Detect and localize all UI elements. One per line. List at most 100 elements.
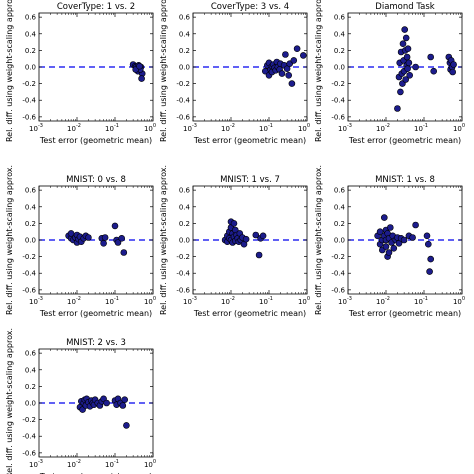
y-tick-label: 0.6 xyxy=(334,187,346,195)
data-point xyxy=(242,235,250,243)
data-point xyxy=(412,63,419,71)
y-tick-label: -0.6 xyxy=(22,286,36,294)
y-tick-label: 0.6 xyxy=(334,14,346,22)
data-point xyxy=(380,214,388,221)
x-tick-label: 10-2 xyxy=(67,123,81,133)
y-tick-label: -0.2 xyxy=(331,253,345,261)
panel-2: CoverType: 3 vs. 4 0.6 0.4 0.2 0.0 -0.2 -0.4 -0… xyxy=(159,0,310,145)
x-tick-label: 10-1 xyxy=(414,123,428,133)
panel-title: MNIST: 1 vs. 8 xyxy=(375,175,435,185)
data-point xyxy=(67,230,75,237)
y-tick-label: 0.0 xyxy=(179,237,190,245)
y-axis-label: Rel. diff. using weight-scaling approx. xyxy=(5,165,14,315)
data-point xyxy=(427,53,435,61)
x-tick-label: 100 xyxy=(453,296,465,306)
y-tick-label: -0.4 xyxy=(331,97,345,105)
data-point xyxy=(278,70,286,77)
data-point xyxy=(382,243,390,250)
data-point xyxy=(282,51,289,58)
panel-7: MNIST: 2 vs. 3 0.6 0.4 0.2 0.0 -0.2 -0.4 -0.6 10… xyxy=(5,328,156,474)
x-tick-label: 10-3 xyxy=(183,123,197,133)
y-tick-label: 0.2 xyxy=(25,220,36,228)
x-axis-label: Test error (geometric mean) xyxy=(39,136,152,145)
data-point xyxy=(412,221,419,229)
y-tick-label: -0.6 xyxy=(22,113,36,121)
x-tick-label: 10-2 xyxy=(67,459,81,469)
data-point xyxy=(119,402,127,409)
y-tick-label: -0.4 xyxy=(176,270,190,278)
x-axis-label: Test error (geometric mean) xyxy=(39,472,152,474)
data-point xyxy=(138,75,145,82)
y-tick-label: 0.4 xyxy=(334,30,346,38)
y-axis-label: Rel. diff. using weight-scaling approx. xyxy=(159,0,168,142)
data-point xyxy=(118,235,125,242)
y-tick-label: -0.2 xyxy=(22,416,36,424)
x-tick-label: 10-1 xyxy=(105,296,119,306)
data-point xyxy=(293,45,301,53)
x-axis-label: Test error (geometric mean) xyxy=(348,136,461,145)
x-tick-label: 10-3 xyxy=(29,459,43,469)
data-points xyxy=(221,218,267,259)
y-tick-label: -0.2 xyxy=(331,80,345,88)
y-tick-label: 0.6 xyxy=(25,14,37,22)
y-axis-label: Rel. diff. using weight-scaling approx. xyxy=(314,165,323,315)
panel-3: Diamond Task 0.6 0.4 0.2 0.0 -0.2 -0.4 -0.6 10-3… xyxy=(314,0,465,145)
x-tick-label: 10-1 xyxy=(414,296,428,306)
y-tick-label: -0.6 xyxy=(331,286,345,294)
y-tick-label: 0.0 xyxy=(334,237,345,245)
x-tick-label: 100 xyxy=(144,296,156,306)
data-point xyxy=(394,105,401,112)
panel-title: MNIST: 1 vs. 7 xyxy=(220,175,280,185)
panel-6: MNIST: 1 vs. 8 0.6 0.4 0.2 0.0 -0.2 -0.4 -0.6 10… xyxy=(314,165,465,318)
y-axis-label: Rel. diff. using weight-scaling approx. xyxy=(5,328,14,474)
y-tick-label: -0.6 xyxy=(331,113,345,121)
y-tick-label: 0.4 xyxy=(25,366,37,374)
y-tick-label: -0.2 xyxy=(22,253,36,261)
data-point xyxy=(409,234,416,241)
data-point xyxy=(450,61,457,68)
data-point xyxy=(406,72,414,79)
data-point xyxy=(397,88,404,96)
y-tick-label: -0.4 xyxy=(331,270,345,278)
x-tick-label: 10-1 xyxy=(105,123,119,133)
y-axis-label: Rel. diff. using weight-scaling approx. xyxy=(314,0,323,142)
panel-4: MNIST: 0 vs. 8 0.6 0.4 0.2 0.0 -0.2 -0.4 -0.6 10… xyxy=(5,165,156,318)
data-point xyxy=(123,422,130,429)
y-tick-label: 0.0 xyxy=(334,64,345,72)
x-tick-label: 10-3 xyxy=(29,123,43,133)
data-points xyxy=(65,222,128,256)
data-point xyxy=(252,231,260,239)
y-tick-label: 0.6 xyxy=(25,187,37,195)
axes-frame xyxy=(38,185,154,295)
data-point xyxy=(100,240,107,247)
data-point xyxy=(404,45,412,53)
data-point xyxy=(424,240,432,248)
data-point xyxy=(385,249,393,256)
data-point xyxy=(401,26,409,33)
data-point xyxy=(404,65,411,72)
y-tick-label: -0.4 xyxy=(22,97,36,105)
y-tick-label: -0.6 xyxy=(22,449,36,457)
y-tick-label: -0.2 xyxy=(176,80,190,88)
y-tick-label: -0.6 xyxy=(176,113,190,121)
data-point xyxy=(85,234,92,241)
y-tick-label: 0.0 xyxy=(25,237,36,245)
y-tick-label: 0.4 xyxy=(179,30,191,38)
data-points xyxy=(129,61,146,82)
panel-title: MNIST: 2 vs. 3 xyxy=(66,338,126,348)
data-points xyxy=(76,395,130,429)
x-tick-label: 100 xyxy=(298,123,310,133)
data-point xyxy=(121,396,128,404)
data-points xyxy=(261,45,307,87)
y-tick-label: 0.6 xyxy=(25,350,37,358)
data-point xyxy=(399,40,407,48)
y-tick-label: 0.2 xyxy=(179,47,190,55)
x-tick-label: 100 xyxy=(144,123,156,133)
panel-5: MNIST: 1 vs. 7 0.6 0.4 0.2 0.0 -0.2 -0.4 -0.6 10… xyxy=(159,165,310,318)
data-point xyxy=(403,53,411,61)
data-point xyxy=(400,236,408,244)
y-tick-label: 0.4 xyxy=(25,203,37,211)
y-tick-label: 0.4 xyxy=(179,203,191,211)
y-tick-label: -0.2 xyxy=(22,80,36,88)
